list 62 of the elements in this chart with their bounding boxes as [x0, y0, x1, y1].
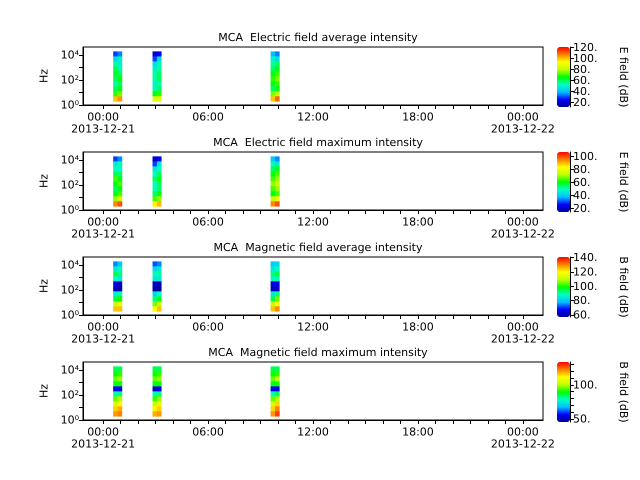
x-tick-label: 18:00: [402, 216, 434, 228]
color-bar-label: 60.: [573, 176, 590, 190]
color-bar-label: 40.: [573, 85, 590, 98]
chart-title: MCA Magnetic field maximum intensity: [208, 346, 428, 359]
y-tick-label: 10⁰: [60, 204, 80, 216]
color-bar-label: 40.: [573, 189, 590, 202]
y-tick-label: 10⁰: [60, 414, 80, 426]
color-bar-title: B field (dB): [617, 256, 630, 318]
y-tick-label: 10²: [60, 284, 79, 297]
x-tick-label: 18:00: [402, 110, 434, 124]
x-tick-label: 00:00 2013-12-22: [490, 426, 555, 450]
x-tick-label: 00:00 2013-12-22: [490, 110, 555, 136]
y-tick-label: 10²: [60, 74, 79, 87]
color-bar-label: 140.: [573, 251, 598, 264]
chart-title: MCA Electric field maximum intensity: [213, 136, 424, 149]
color-bar-label: 60.: [573, 74, 590, 88]
y-tick-label: 10⁰: [60, 308, 80, 322]
x-tick-label: 06:00: [192, 426, 224, 438]
x-tick-label: 06:00: [192, 110, 224, 124]
x-tick-label: 06:00: [192, 320, 224, 334]
color-bar-label: 100.: [573, 52, 598, 66]
y-tick-label: 10⁰: [60, 98, 80, 112]
color-bar-label: 50.: [573, 412, 590, 426]
x-tick-label: 12:00: [297, 216, 329, 228]
x-tick-label: 18:00: [402, 426, 434, 438]
color-bar-label: 80.: [573, 63, 590, 76]
x-tick-label: 12:00: [297, 426, 329, 438]
y-tick-label: 10⁴: [60, 48, 80, 62]
color-bar-label: 20.: [573, 96, 590, 110]
y-tick-label: 10⁴: [60, 258, 80, 272]
y-tick-label: 10⁴: [60, 154, 80, 167]
x-tick-label: 00:00 2013-12-21: [71, 426, 136, 450]
color-bar-label: 60.: [573, 308, 590, 322]
x-tick-label: 00:00 2013-12-22: [490, 216, 555, 240]
color-bar-title: E field (dB): [617, 46, 630, 108]
x-tick-label: 06:00: [192, 216, 224, 228]
y-tick-label: 10⁴: [60, 364, 80, 377]
color-bar-label: 120.: [573, 41, 598, 54]
x-tick-label: 12:00: [297, 110, 329, 124]
color-bar-label: 120.: [573, 266, 598, 278]
x-tick-label: 00:00 2013-12-21: [71, 320, 136, 346]
color-bar-label: 80.: [573, 294, 590, 308]
y-axis-title: Hz: [38, 384, 51, 398]
x-tick-label: 12:00: [297, 320, 329, 334]
chart-title: MCA Magnetic field average intensity: [213, 241, 423, 254]
y-axis-title: Hz: [38, 174, 51, 188]
color-bar-label: 80.: [573, 163, 590, 176]
x-tick-label: 00:00 2013-12-22: [490, 320, 555, 346]
y-axis-title: Hz: [38, 68, 51, 84]
y-tick-label: 10²: [60, 388, 79, 402]
color-bar-label: 100.: [573, 150, 598, 164]
color-bar-label: 100.: [573, 280, 598, 293]
color-bar-label: 100.: [573, 378, 598, 392]
y-tick-label: 10²: [60, 178, 79, 192]
color-bar-title: B field (dB): [617, 361, 630, 423]
x-tick-label: 18:00: [402, 320, 434, 334]
x-tick-label: 00:00 2013-12-21: [71, 110, 136, 136]
color-bar-label: 20.: [573, 202, 590, 216]
color-bar-title: E field (dB): [617, 152, 630, 212]
chart-title: MCA Electric field average intensity: [218, 31, 418, 44]
y-axis-title: Hz: [38, 278, 51, 294]
x-tick-label: 00:00 2013-12-21: [71, 216, 136, 240]
